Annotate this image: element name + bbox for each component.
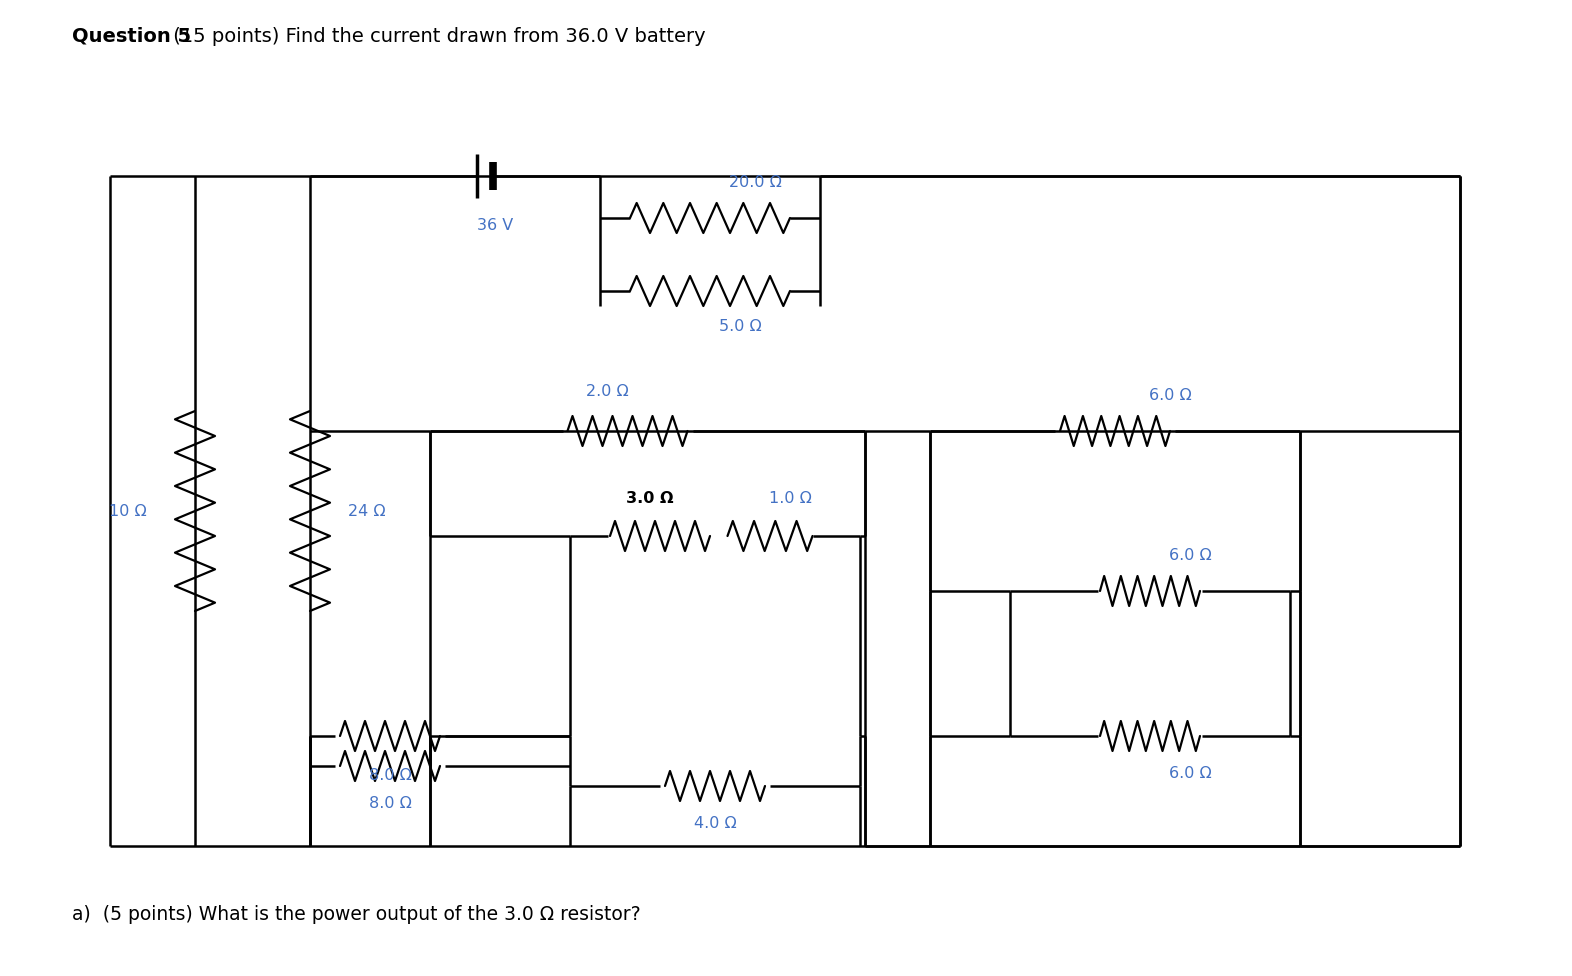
Text: 4.0 Ω: 4.0 Ω [693,816,736,831]
Text: 8.0 Ω: 8.0 Ω [368,796,412,811]
Text: Question 5: Question 5 [72,26,192,46]
Text: 6.0 Ω: 6.0 Ω [1168,548,1212,563]
Text: 5.0 Ω: 5.0 Ω [718,319,761,334]
Text: 20.0 Ω: 20.0 Ω [728,175,781,190]
Text: 10 Ω: 10 Ω [108,504,148,518]
Text: (15 points) Find the current drawn from 36.0 V battery: (15 points) Find the current drawn from … [167,26,706,46]
Text: 3.0 Ω: 3.0 Ω [626,491,674,506]
Text: a)  (5 points) What is the power output of the 3.0 Ω resistor?: a) (5 points) What is the power output o… [72,905,641,923]
Text: 8.0 Ω: 8.0 Ω [368,768,412,783]
Text: 6.0 Ω: 6.0 Ω [1168,766,1212,781]
Text: 36 V: 36 V [476,218,512,233]
Text: 6.0 Ω: 6.0 Ω [1149,388,1192,403]
Text: 24 Ω: 24 Ω [347,504,385,518]
Text: 2.0 Ω: 2.0 Ω [586,384,629,399]
Text: 1.0 Ω: 1.0 Ω [769,491,811,506]
